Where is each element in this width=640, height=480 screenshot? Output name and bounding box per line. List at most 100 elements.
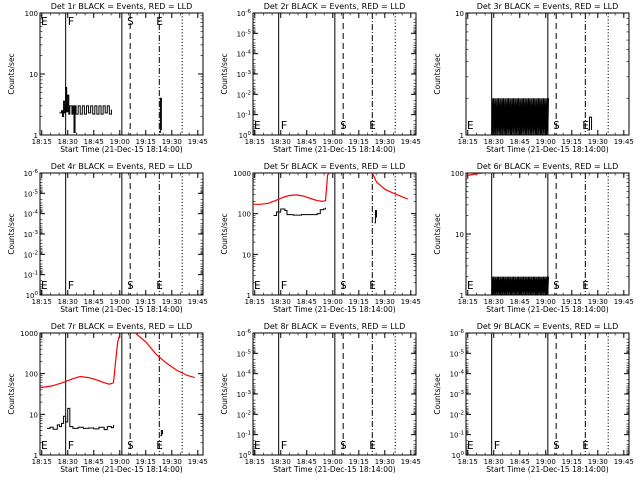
panel-title: Det 1r BLACK = Events, RED = LLD — [51, 2, 193, 11]
x-tick-label: 19:15 — [562, 458, 582, 466]
x-axis-label: Start Time (21-Dec-15 18:14:00) — [273, 465, 395, 474]
x-tick-label: 19:00 — [323, 298, 343, 306]
x-tick-label: 19:00 — [110, 298, 130, 306]
y-tick-label: 10-4 — [237, 50, 252, 59]
series-line — [59, 87, 112, 133]
x-tick-label: 19:00 — [536, 298, 556, 306]
x-tick-label: 19:15 — [349, 138, 369, 146]
y-tick-label: 10 — [29, 411, 38, 419]
y-tick-label: 10-6 — [450, 329, 465, 338]
x-tick-label: 18:15 — [245, 458, 265, 466]
x-tick-label: 19:45 — [188, 138, 208, 146]
marker-e: E — [582, 279, 589, 292]
panel-title: Det 7r BLACK = Events, RED = LLD — [51, 322, 193, 331]
y-axis-label: Counts/sec — [7, 213, 16, 254]
y-tick-label: 10-3 — [24, 230, 39, 239]
x-tick-label: 18:30 — [271, 458, 291, 466]
x-axis-label: Start Time (21-Dec-15 18:14:00) — [60, 145, 182, 154]
panel-det-6: Det 6r BLACK = Events, RED = LLD 1 10 100 Co… — [433, 162, 634, 314]
panel-det-4: Det 4r BLACK = Events, RED = LLD 100 10-1 1… — [7, 162, 208, 314]
marker-f: F — [68, 439, 75, 452]
marker-f: F — [281, 119, 288, 132]
panel-det-2: Det 2r BLACK = Events, RED = LLD 100 10-1 1… — [220, 2, 421, 154]
marker-e-left: E — [467, 119, 474, 132]
panel-title: Det 9r BLACK = Events, RED = LLD — [477, 322, 619, 331]
marker-e: E — [582, 119, 589, 132]
x-tick-label: 19:15 — [349, 298, 369, 306]
y-tick-label: 10-5 — [237, 29, 252, 38]
x-tick-label: 19:30 — [162, 138, 182, 146]
x-tick-label: 19:45 — [401, 138, 421, 146]
x-tick-label: 19:30 — [588, 298, 608, 306]
x-tick-label: 19:45 — [614, 458, 634, 466]
marker-s: S — [553, 119, 560, 132]
marker-e: E — [582, 439, 589, 452]
series-group — [466, 173, 551, 295]
x-tick-label: 18:30 — [58, 298, 78, 306]
x-tick-label: 19:15 — [136, 298, 156, 306]
x-tick-label: 18:45 — [297, 138, 317, 146]
marker-s: S — [127, 15, 134, 28]
series-group — [253, 173, 408, 224]
y-tick-label: 10 — [29, 71, 38, 79]
y-axis-label: Counts/sec — [220, 213, 229, 254]
x-tick-label: 19:00 — [323, 458, 343, 466]
marker-s: S — [340, 279, 347, 292]
y-tick-label: 10-1 — [237, 111, 251, 120]
y-tick-label: 10-1 — [450, 431, 464, 440]
marker-e-left: E — [467, 279, 474, 292]
series-line — [160, 430, 163, 437]
y-tick-label: 1 — [34, 452, 38, 460]
panel-title: Det 2r BLACK = Events, RED = LLD — [264, 2, 406, 11]
y-tick-label: 10-6 — [24, 169, 39, 178]
x-tick-label: 18:30 — [58, 138, 78, 146]
y-axis-label: Counts/sec — [220, 373, 229, 414]
panel-det-1: Det 1r BLACK = Events, RED = LLD 1 10 100 Co… — [7, 2, 208, 154]
series-line — [587, 116, 593, 131]
x-tick-label: 19:15 — [136, 458, 156, 466]
x-tick-label: 18:15 — [245, 298, 265, 306]
marker-s: S — [127, 279, 134, 292]
x-axis-label: Start Time (21-Dec-15 18:14:00) — [486, 465, 608, 474]
x-tick-label: 18:15 — [458, 298, 478, 306]
series-line — [159, 97, 162, 133]
x-tick-label: 18:45 — [510, 138, 530, 146]
x-axis-label: Start Time (21-Dec-15 18:14:00) — [486, 145, 608, 154]
y-tick-label: 10-1 — [24, 271, 38, 280]
x-tick-label: 18:15 — [32, 298, 52, 306]
y-axis-label: Counts/sec — [433, 373, 442, 414]
x-tick-label: 19:00 — [110, 458, 130, 466]
series-line — [135, 333, 195, 379]
x-tick-label: 19:30 — [162, 298, 182, 306]
y-tick-label: 10 — [242, 251, 251, 259]
series-line — [46, 407, 115, 431]
y-tick-label: 100 — [26, 291, 39, 300]
series-line — [371, 173, 408, 200]
x-tick-label: 18:45 — [84, 298, 104, 306]
x-tick-label: 19:30 — [375, 458, 395, 466]
series-group — [491, 98, 593, 135]
x-tick-label: 18:15 — [32, 458, 52, 466]
marker-s: S — [340, 119, 347, 132]
series-line — [273, 207, 326, 217]
y-tick-label: 10 — [455, 10, 464, 18]
series-line — [40, 334, 121, 389]
x-tick-label: 19:00 — [110, 138, 130, 146]
y-tick-label: 10-6 — [237, 329, 252, 338]
x-tick-label: 19:00 — [323, 138, 343, 146]
x-tick-label: 19:15 — [562, 298, 582, 306]
x-tick-label: 19:45 — [401, 458, 421, 466]
y-tick-label: 10-3 — [237, 70, 252, 79]
y-tick-label: 10-4 — [24, 210, 39, 219]
y-tick-label: 10-4 — [450, 370, 465, 379]
panel-title: Det 6r BLACK = Events, RED = LLD — [477, 162, 619, 171]
series-line — [374, 209, 377, 224]
series-line — [466, 173, 492, 177]
marker-e-left: E — [41, 15, 48, 28]
x-tick-label: 18:45 — [510, 298, 530, 306]
marker-f: F — [68, 15, 75, 28]
x-axis-label: Start Time (21-Dec-15 18:14:00) — [60, 305, 182, 314]
y-tick-label: 1 — [460, 132, 464, 140]
y-tick-label: 10-2 — [24, 250, 38, 259]
